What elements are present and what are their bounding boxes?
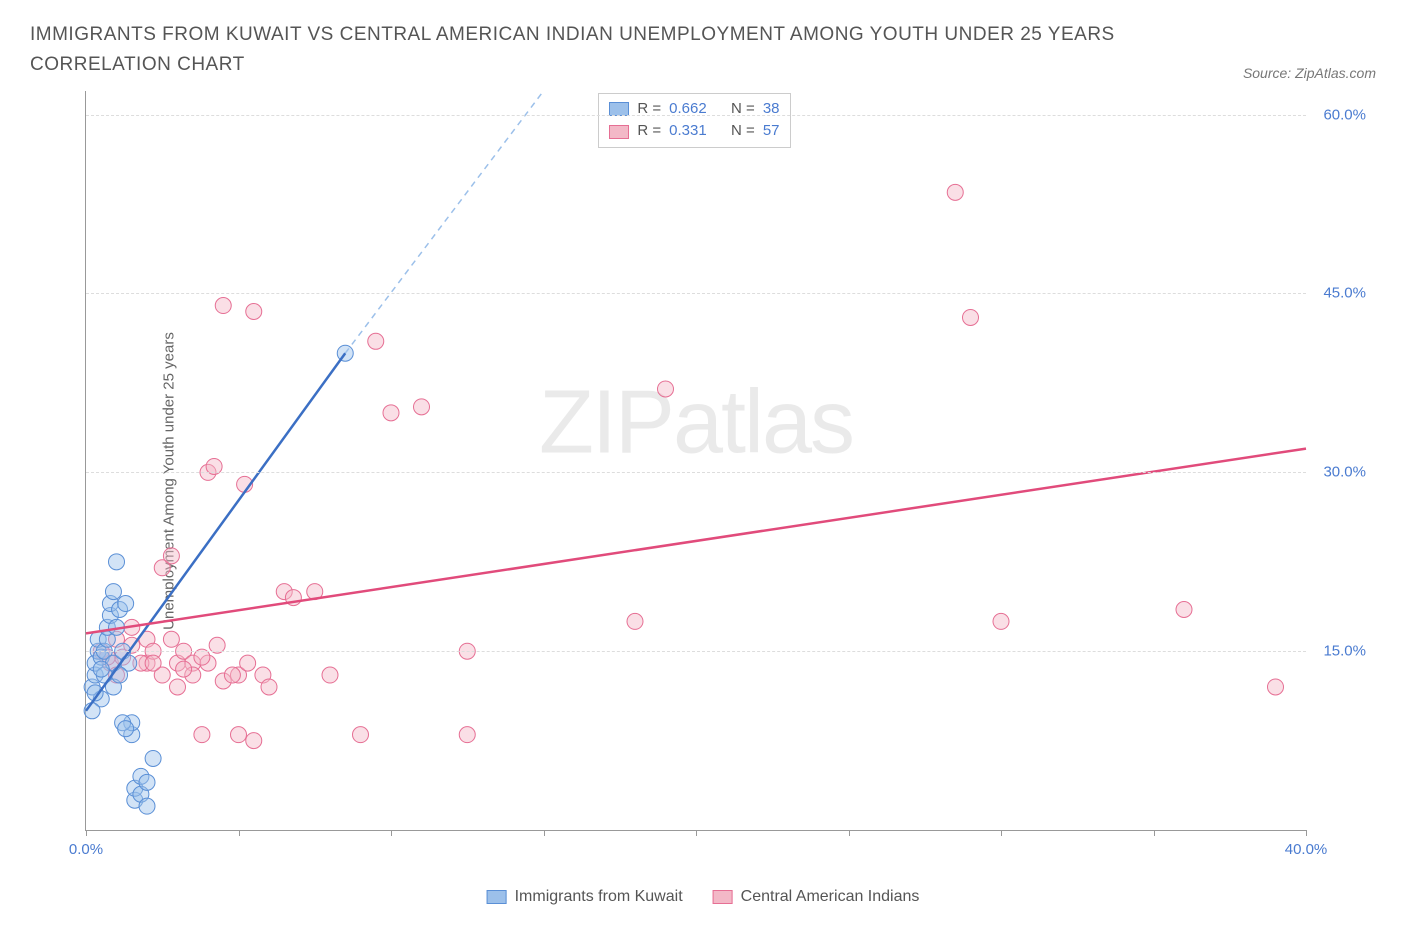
data-point [145,655,161,671]
data-point [947,184,963,200]
data-point [1268,679,1284,695]
data-point [627,613,643,629]
trend-line-extrapolated [345,91,543,353]
legend-item-central-american: Central American Indians [713,888,920,906]
data-point [246,732,262,748]
scatter-chart: Unemployment Among Youth under 25 years … [30,91,1376,871]
legend-stats: R = 0.662 N = 38R = 0.331 N = 57 [598,93,790,148]
data-point [414,399,430,415]
y-tick-label: 60.0% [1323,106,1366,123]
data-point [145,750,161,766]
data-point [105,583,121,599]
data-point [139,774,155,790]
legend-label: Central American Indians [741,888,920,906]
data-point [231,726,247,742]
data-point [993,613,1009,629]
data-point [109,554,125,570]
source-label: Source: ZipAtlas.com [1243,65,1376,81]
data-point [246,303,262,319]
data-point [163,548,179,564]
swatch-icon [713,890,733,904]
data-point [139,798,155,814]
data-point [658,381,674,397]
data-point [963,309,979,325]
y-tick-label: 15.0% [1323,642,1366,659]
legend-stat-row: R = 0.331 N = 57 [609,120,779,143]
data-point [353,726,369,742]
data-point [1176,601,1192,617]
swatch-icon [609,125,629,139]
data-point [240,655,256,671]
legend-bottom: Immigrants from Kuwait Central American … [487,888,920,906]
data-point [459,726,475,742]
data-point [118,595,134,611]
data-point [163,631,179,647]
data-point [176,661,192,677]
y-tick-label: 30.0% [1323,464,1366,481]
plot-area: ZIPatlas R = 0.662 N = 38R = 0.331 N = 5… [85,91,1306,831]
legend-label: Immigrants from Kuwait [515,888,683,906]
data-point [322,667,338,683]
x-tick-label: 0.0% [69,841,103,858]
chart-title: IMMIGRANTS FROM KUWAIT VS CENTRAL AMERIC… [30,20,1130,81]
data-point [112,667,128,683]
x-tick-label: 40.0% [1285,841,1328,858]
swatch-icon [487,890,507,904]
trend-line [86,353,345,711]
data-point [118,720,134,736]
trend-line [86,448,1306,633]
data-point [93,661,109,677]
y-tick-label: 45.0% [1323,285,1366,302]
legend-stat-row: R = 0.662 N = 38 [609,98,779,121]
data-point [194,726,210,742]
data-point [368,333,384,349]
data-point [170,679,186,695]
legend-item-kuwait: Immigrants from Kuwait [487,888,683,906]
data-point [261,679,277,695]
data-point [224,667,240,683]
data-point [383,405,399,421]
chart-svg [86,91,1306,830]
data-point [215,297,231,313]
